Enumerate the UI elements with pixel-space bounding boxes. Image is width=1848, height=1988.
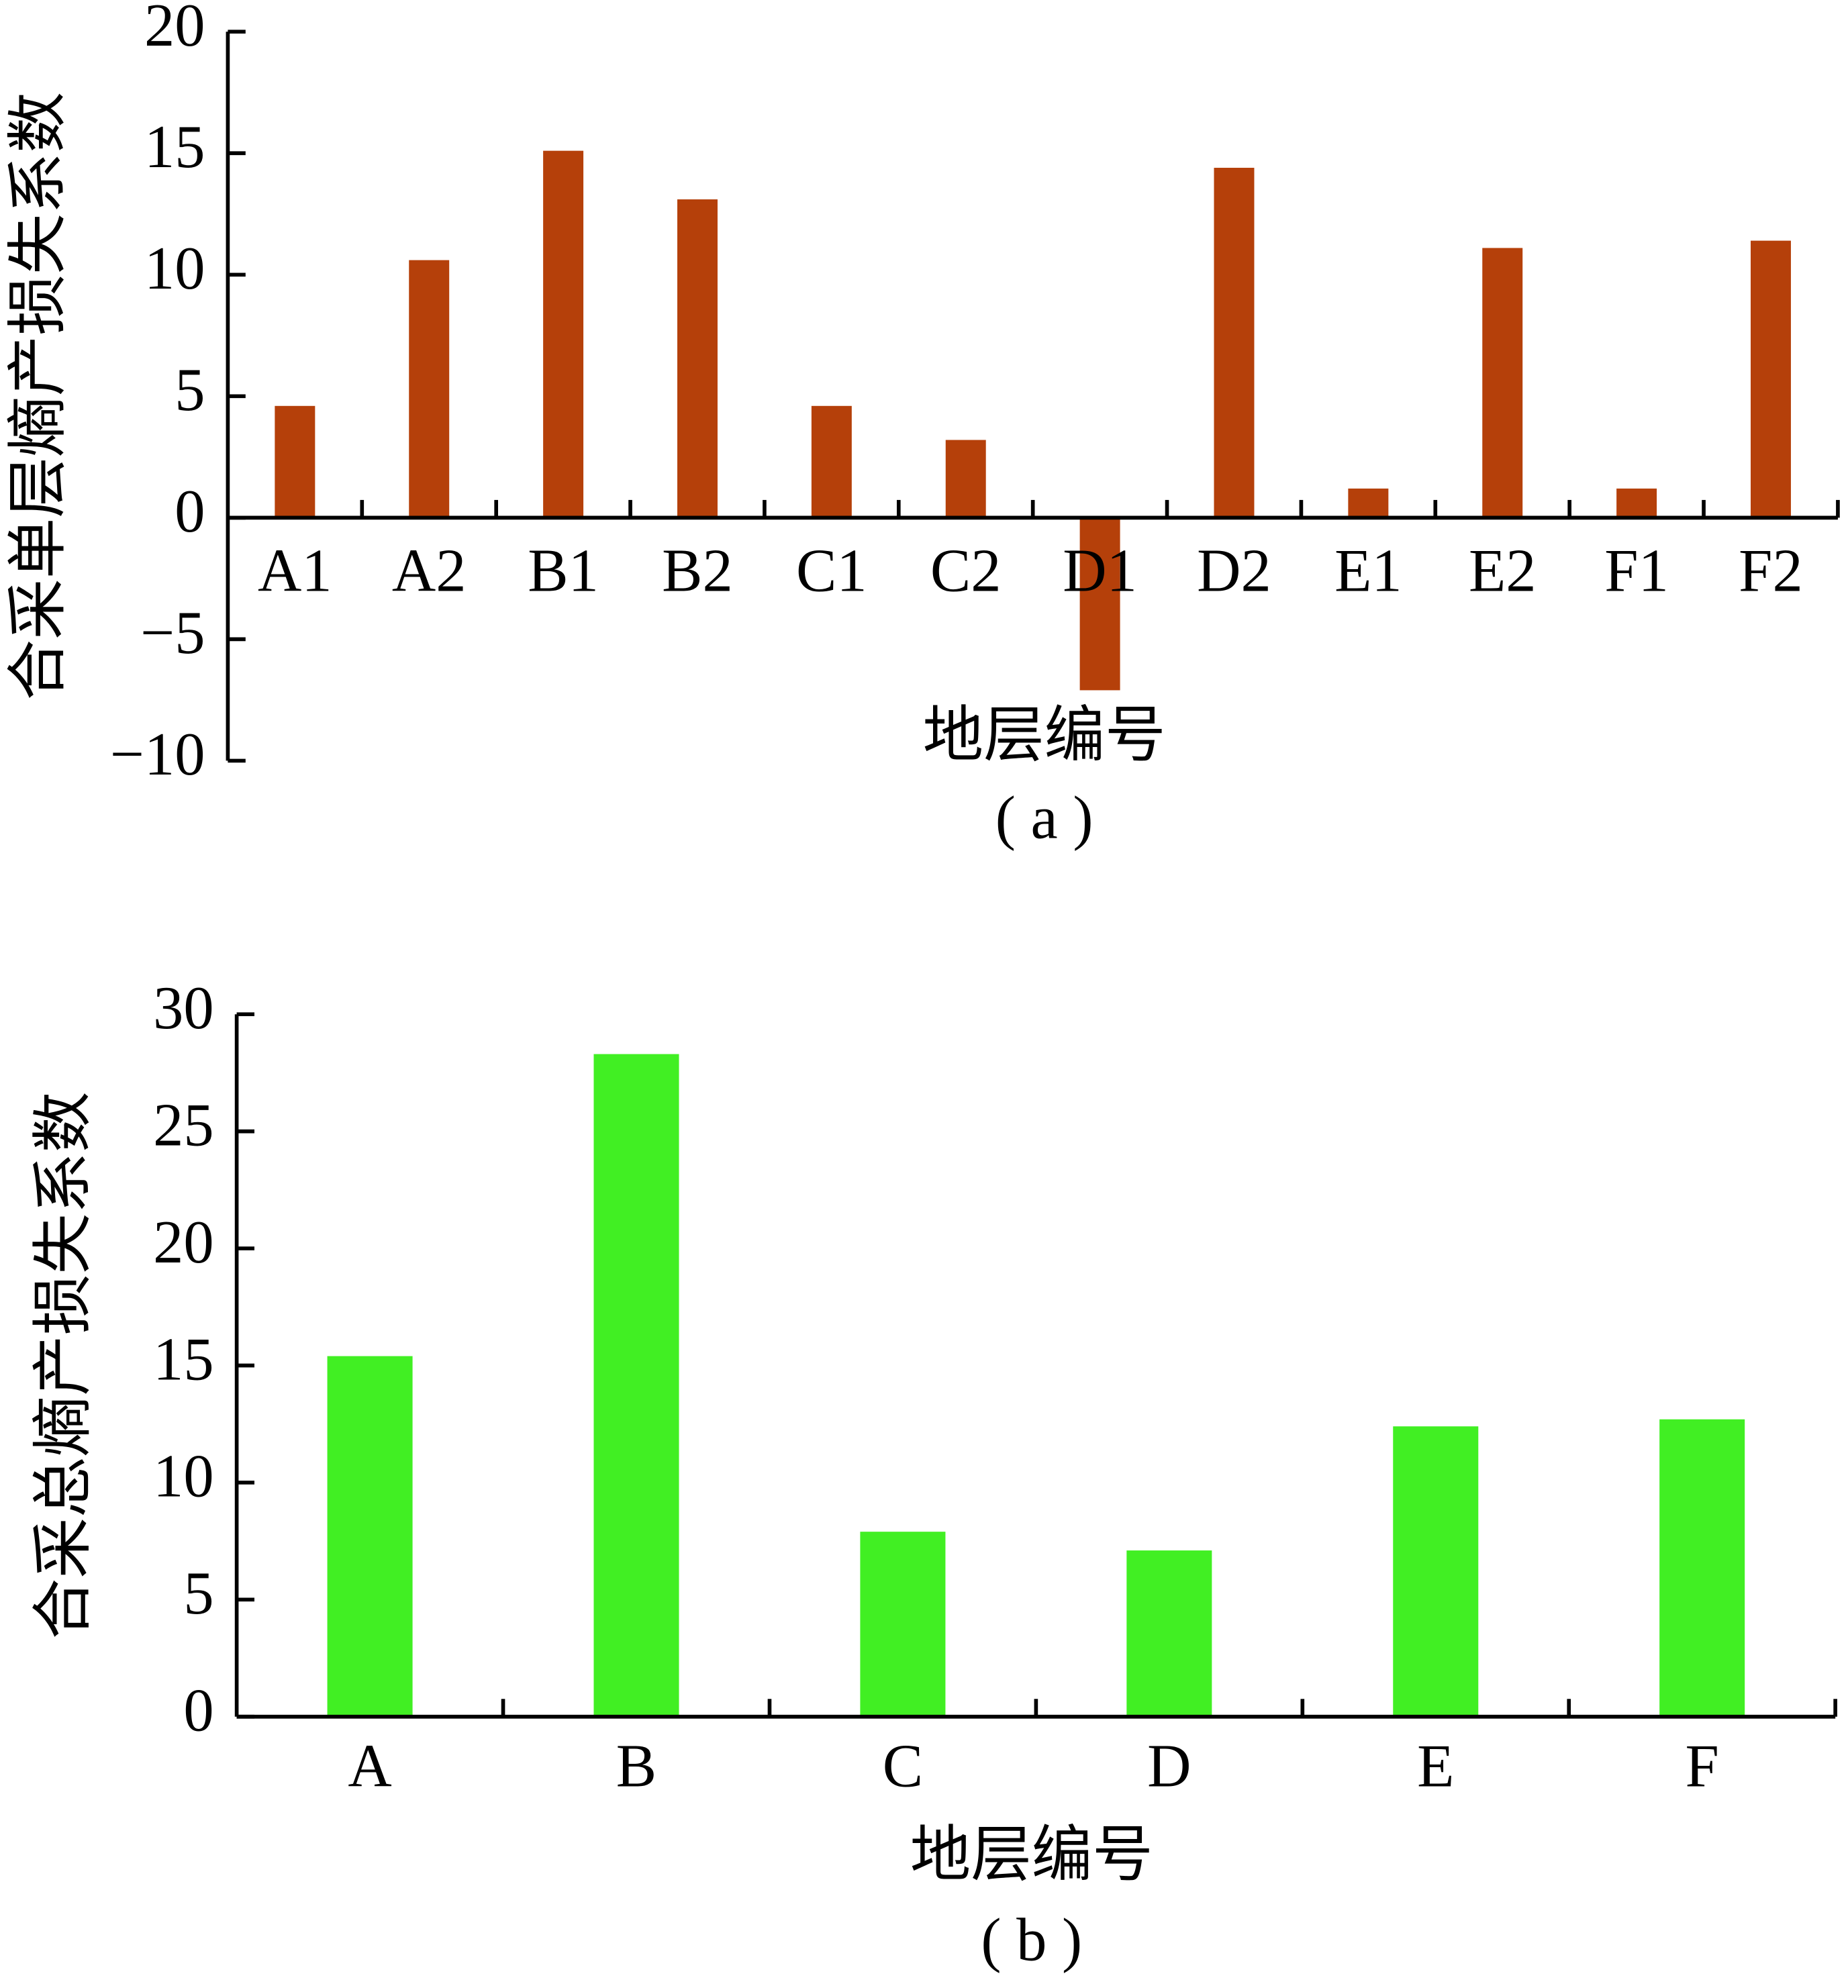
y-tick-label: −5 <box>140 599 205 666</box>
bar <box>409 260 450 518</box>
x-tick-label: B <box>616 1732 656 1800</box>
y-tick-label: 5 <box>183 1559 213 1627</box>
bar <box>543 150 584 518</box>
x-tick-label: B1 <box>528 536 599 604</box>
x-tick-label: B2 <box>662 536 733 604</box>
bar <box>1659 1419 1745 1717</box>
bar <box>593 1054 679 1717</box>
x-tick-label: E2 <box>1469 536 1537 604</box>
y-tick-label: 30 <box>153 974 213 1042</box>
y-tick-label: 0 <box>183 1676 213 1744</box>
y-tick-label: 25 <box>153 1091 213 1158</box>
x-tick-label: A2 <box>392 536 467 604</box>
x-tick-label: F <box>1686 1732 1719 1800</box>
x-tick-label: D <box>1147 1732 1191 1800</box>
bar <box>1126 1550 1212 1717</box>
x-tick-label: C <box>883 1732 923 1800</box>
x-tick-label: A <box>348 1732 391 1800</box>
bar <box>327 1356 413 1717</box>
y-tick-label: 15 <box>153 1325 213 1393</box>
y-tick-label: 5 <box>175 356 205 424</box>
y-axis-title: 合采总熵产损失系数 <box>30 1092 97 1640</box>
x-tick-label: C2 <box>930 536 1002 604</box>
x-tick-label: C1 <box>796 536 867 604</box>
bar <box>275 405 315 518</box>
y-tick-label: 20 <box>144 0 205 59</box>
bar <box>945 440 986 518</box>
x-tick-label: F1 <box>1604 536 1669 604</box>
x-tick-label: F2 <box>1739 536 1803 604</box>
bar <box>1616 488 1657 518</box>
panel-caption: ( a ) <box>995 784 1093 852</box>
x-tick-label: D2 <box>1197 536 1271 604</box>
x-tick-label: E <box>1417 1732 1454 1800</box>
bar <box>1393 1426 1479 1717</box>
x-axis-title: 地层编号 <box>923 701 1166 769</box>
bar <box>860 1532 946 1717</box>
bar <box>677 199 718 518</box>
bar <box>811 405 852 518</box>
bar <box>1079 517 1120 691</box>
x-tick-label: A1 <box>258 536 332 604</box>
x-axis-title: 地层编号 <box>910 1821 1153 1889</box>
bar <box>1482 248 1523 518</box>
bar <box>1750 240 1791 518</box>
y-tick-label: −10 <box>110 720 205 788</box>
bar <box>1348 488 1389 518</box>
y-axis-title: 合采单层熵产损失系数 <box>4 92 72 701</box>
y-tick-label: 10 <box>153 1442 213 1510</box>
bar <box>1214 167 1255 518</box>
y-tick-label: 20 <box>153 1208 213 1276</box>
y-tick-label: 10 <box>144 234 205 302</box>
x-tick-label: E1 <box>1334 536 1402 604</box>
panel-caption: ( b ) <box>981 1905 1082 1973</box>
x-tick-label: D1 <box>1063 536 1137 604</box>
y-tick-label: 15 <box>144 113 205 181</box>
y-tick-label: 0 <box>175 477 205 545</box>
